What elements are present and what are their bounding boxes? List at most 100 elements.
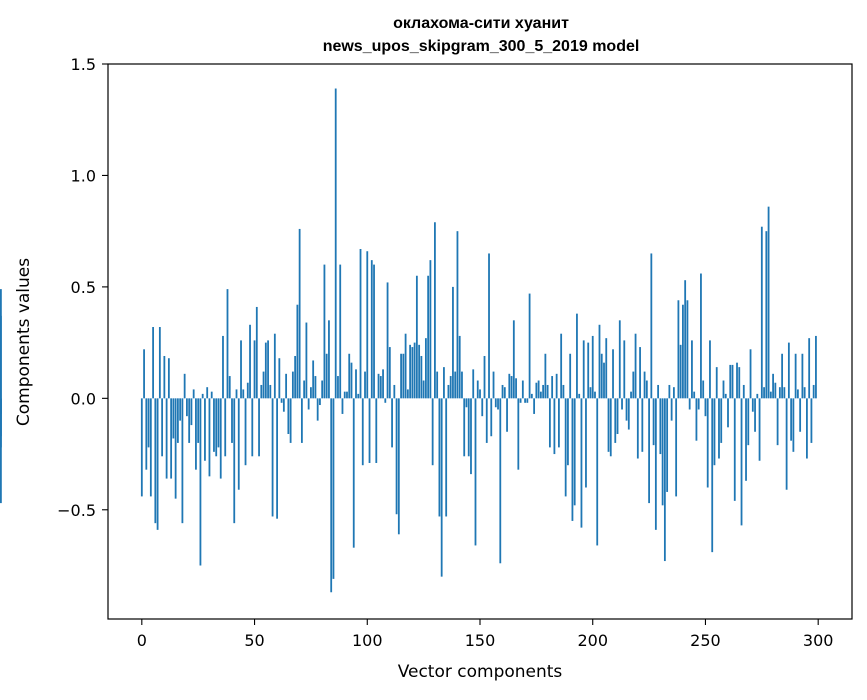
bar xyxy=(186,398,188,417)
bar xyxy=(654,398,657,530)
bar xyxy=(481,398,484,417)
bar xyxy=(799,398,802,432)
bar xyxy=(452,286,454,399)
bar xyxy=(580,398,583,528)
bar xyxy=(287,398,290,434)
bars-group xyxy=(0,88,817,593)
bar xyxy=(571,398,574,521)
x-tick-label: 50 xyxy=(244,631,264,650)
bar xyxy=(143,349,145,399)
bar xyxy=(582,340,585,399)
bar xyxy=(260,384,263,399)
bar xyxy=(801,353,804,399)
bar xyxy=(465,398,468,408)
bar xyxy=(760,226,763,399)
bar xyxy=(264,342,267,399)
bar xyxy=(630,391,632,399)
x-tick-label: 150 xyxy=(465,631,496,650)
bar xyxy=(709,340,711,399)
bar xyxy=(183,373,186,399)
bar xyxy=(729,364,732,399)
bar xyxy=(485,398,488,443)
bar xyxy=(386,282,389,399)
bar xyxy=(298,228,301,399)
bar xyxy=(564,398,567,497)
bar xyxy=(479,389,481,399)
x-tick-label: 300 xyxy=(803,631,834,650)
bar xyxy=(226,289,229,399)
bar xyxy=(334,88,337,399)
bar xyxy=(402,353,405,399)
bar xyxy=(704,398,707,417)
bar xyxy=(337,376,339,399)
bar xyxy=(208,398,211,477)
bar xyxy=(740,398,743,526)
bar xyxy=(300,398,303,443)
bar xyxy=(803,387,806,399)
bar xyxy=(431,398,434,466)
bar xyxy=(623,340,626,399)
bar xyxy=(591,335,594,399)
bar xyxy=(411,347,414,399)
bar xyxy=(677,300,680,399)
bar xyxy=(165,398,168,479)
bar xyxy=(328,320,330,399)
bar xyxy=(641,398,644,452)
bar xyxy=(810,398,813,443)
bar xyxy=(271,398,274,517)
bar xyxy=(682,304,684,399)
y-tick-label: −0.5 xyxy=(57,501,96,520)
bar xyxy=(551,376,554,399)
bar xyxy=(503,387,506,399)
bar xyxy=(521,380,524,399)
bar xyxy=(199,398,202,566)
bar xyxy=(508,373,511,399)
bar xyxy=(781,353,784,399)
bar xyxy=(397,398,400,535)
bar xyxy=(291,371,294,399)
bar xyxy=(219,398,222,479)
bar xyxy=(461,371,463,399)
bar xyxy=(253,340,256,399)
bar xyxy=(609,398,612,457)
bar xyxy=(352,398,355,548)
bar xyxy=(499,398,502,564)
bar xyxy=(161,398,164,457)
bar xyxy=(650,253,653,399)
bar xyxy=(330,398,333,593)
bar xyxy=(515,378,517,399)
bar xyxy=(167,358,170,399)
x-axis-label: Vector components xyxy=(398,662,563,682)
bar xyxy=(388,347,391,399)
bar xyxy=(720,398,723,443)
bar xyxy=(269,384,272,399)
bar xyxy=(695,398,698,441)
bar xyxy=(420,355,423,399)
bar xyxy=(684,280,687,399)
bar xyxy=(262,371,265,399)
bar xyxy=(787,342,790,399)
bar xyxy=(339,264,342,399)
bar xyxy=(195,398,197,470)
bar xyxy=(341,398,344,414)
bar xyxy=(0,315,2,399)
bar xyxy=(605,338,608,399)
bar xyxy=(697,398,700,410)
x-tick-label: 100 xyxy=(352,631,383,650)
bar xyxy=(319,398,321,406)
bar xyxy=(280,398,283,403)
bar xyxy=(661,398,664,506)
bar xyxy=(526,398,529,403)
bar xyxy=(553,398,556,455)
bar xyxy=(314,376,317,399)
bar xyxy=(618,320,621,399)
bar xyxy=(0,398,2,504)
bar xyxy=(249,324,251,399)
bar xyxy=(774,382,777,399)
bar xyxy=(594,391,596,399)
bar xyxy=(657,384,660,399)
bar xyxy=(312,360,315,399)
x-tick-label: 200 xyxy=(577,631,608,650)
bar xyxy=(539,391,542,399)
